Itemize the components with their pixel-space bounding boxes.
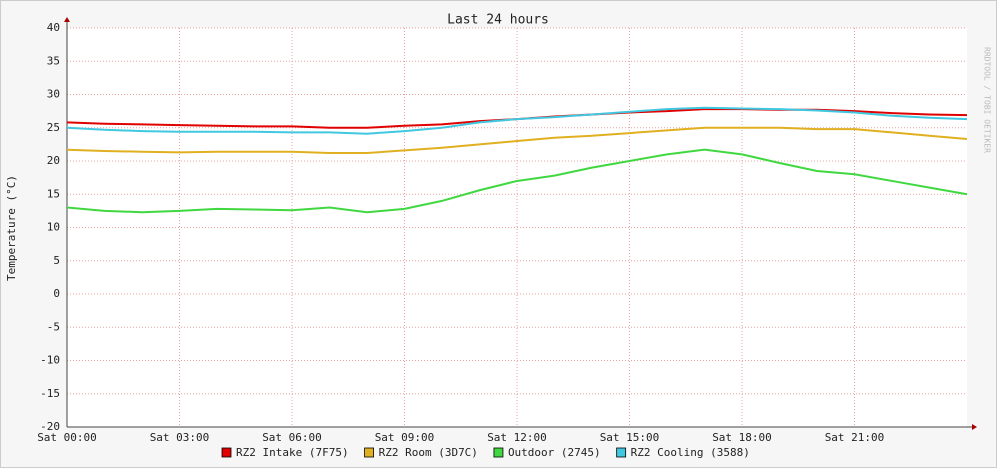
x-tick-label: Sat 06:00 (262, 431, 322, 444)
y-tick-label: 5 (53, 254, 60, 267)
legend-swatch (616, 447, 627, 458)
axis-arrow (64, 17, 70, 22)
y-tick-label: 40 (47, 21, 60, 34)
x-tick-label: Sat 09:00 (375, 431, 435, 444)
y-tick-label: -20 (40, 420, 60, 433)
chart-title: Last 24 hours (447, 13, 549, 28)
y-tick-label: -5 (47, 320, 60, 333)
axis-arrow (972, 424, 977, 430)
y-tick-label: 15 (47, 187, 60, 200)
y-axis-label: Temperature (°C) (5, 175, 18, 281)
y-tick-label: -15 (40, 387, 60, 400)
watermark: RRDTOOL / TOBI OETIKER (983, 47, 992, 153)
x-tick-label: Sat 21:00 (825, 431, 885, 444)
x-tick-label: Sat 00:00 (37, 431, 97, 444)
x-tick-label: Sat 18:00 (712, 431, 772, 444)
y-tick-label: 30 (47, 88, 60, 101)
x-tick-label: Sat 15:00 (600, 431, 660, 444)
legend-swatch (221, 447, 232, 458)
y-tick-label: 25 (47, 121, 60, 134)
x-tick-label: Sat 12:00 (487, 431, 547, 444)
legend-label: RZ2 Room (3D7C) (379, 446, 478, 459)
series-line (66, 126, 968, 155)
x-tick-label: Sat 03:00 (150, 431, 210, 444)
y-tick-label: 10 (47, 221, 60, 234)
legend-label: RZ2 Intake (7F75) (236, 446, 349, 459)
legend-label: Outdoor (2745) (508, 446, 601, 459)
y-tick-label: 35 (47, 54, 60, 67)
y-tick-label: -10 (40, 354, 60, 367)
y-tick-label: 20 (47, 154, 60, 167)
legend-label: RZ2 Cooling (3588) (631, 446, 750, 459)
series-line (66, 106, 968, 135)
series-line (66, 148, 968, 214)
y-tick-label: 0 (53, 287, 60, 300)
legend-swatch (493, 447, 504, 458)
legend-swatch (364, 447, 374, 458)
